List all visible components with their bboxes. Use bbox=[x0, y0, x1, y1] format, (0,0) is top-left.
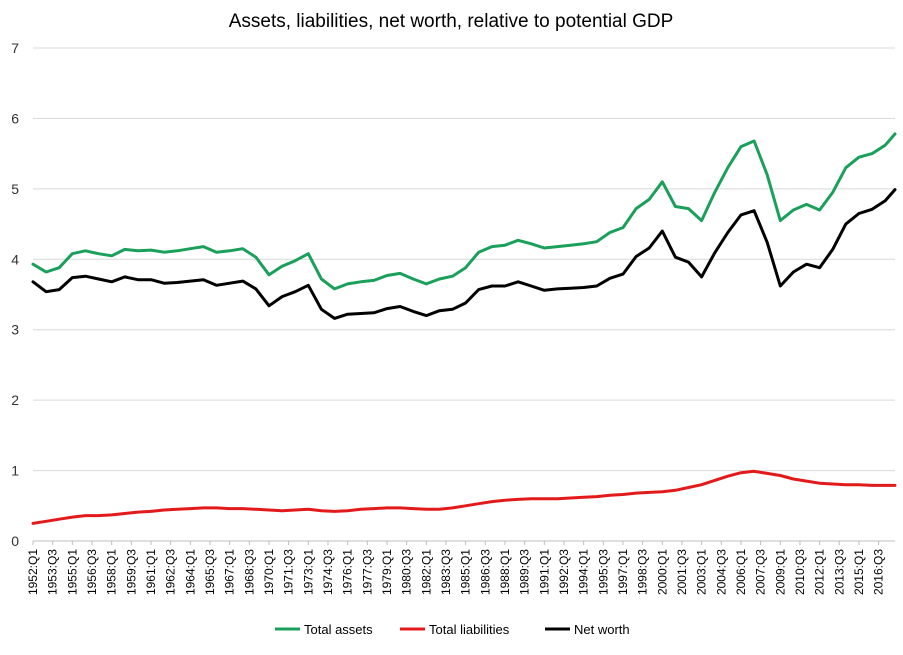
x-tick-label: 2013:Q3 bbox=[832, 549, 846, 595]
x-tick-label: 2012:Q1 bbox=[813, 549, 827, 595]
legend-label: Total liabilities bbox=[429, 622, 510, 637]
y-tick-label: 7 bbox=[11, 40, 19, 56]
x-tick-label: 1994:Q1 bbox=[577, 549, 591, 595]
series-line-total-liabilities bbox=[31, 469, 897, 525]
x-tick-label: 1988:Q1 bbox=[498, 549, 512, 595]
x-tick-label: 1968:Q3 bbox=[242, 549, 256, 595]
x-tick-label: 2009:Q1 bbox=[773, 549, 787, 595]
y-tick-label: 1 bbox=[11, 463, 19, 479]
x-tick-label: 1985:Q1 bbox=[459, 549, 473, 595]
x-tick-label: 1974:Q3 bbox=[321, 549, 335, 595]
x-tick-label: 1955:Q1 bbox=[65, 549, 79, 595]
y-tick-label: 6 bbox=[11, 110, 19, 126]
x-tick-label: 1997:Q1 bbox=[616, 549, 630, 595]
legend: Total assets Total liabilities Net worth bbox=[275, 622, 630, 637]
series-lines bbox=[31, 132, 897, 525]
x-tick-label: 1964:Q1 bbox=[183, 549, 197, 595]
x-tick-label: 1967:Q1 bbox=[223, 549, 237, 595]
y-axis-ticks: 0 1 2 3 4 5 6 7 bbox=[11, 40, 19, 549]
x-tick-label: 1995:Q3 bbox=[596, 549, 610, 595]
x-tick-label: 1991:Q1 bbox=[537, 549, 551, 595]
x-tick-label: 1952:Q1 bbox=[26, 549, 40, 595]
x-tick-label: 1956:Q3 bbox=[85, 549, 99, 595]
series-line-total-assets bbox=[31, 132, 897, 291]
x-tick-label: 2006:Q1 bbox=[734, 549, 748, 595]
legend-label: Net worth bbox=[574, 622, 630, 637]
y-tick-label: 4 bbox=[11, 251, 19, 267]
x-tick-label: 1971:Q3 bbox=[282, 549, 296, 595]
x-tick-label: 1998:Q3 bbox=[636, 549, 650, 595]
x-tick-label: 1959:Q3 bbox=[124, 549, 138, 595]
y-tick-label: 0 bbox=[11, 533, 19, 549]
x-axis-ticks: 1952:Q1 1953:Q3 1955:Q1 1956:Q3 1958:Q1 1959:… bbox=[26, 541, 886, 595]
x-tick-label: 1989:Q3 bbox=[518, 549, 532, 595]
x-tick-label: 1953:Q3 bbox=[46, 549, 60, 595]
x-tick-label: 1983:Q3 bbox=[439, 549, 453, 595]
x-tick-label: 1980:Q3 bbox=[400, 549, 414, 595]
x-tick-label: 2003:Q1 bbox=[695, 549, 709, 595]
x-tick-label: 2004:Q3 bbox=[714, 549, 728, 595]
x-tick-label: 1979:Q1 bbox=[380, 549, 394, 595]
series-line-net-worth bbox=[31, 188, 897, 320]
x-tick-label: 1973:Q1 bbox=[301, 549, 315, 595]
x-tick-label: 2007:Q3 bbox=[754, 549, 768, 595]
gridlines bbox=[33, 47, 895, 542]
x-tick-label: 1976:Q1 bbox=[341, 549, 355, 595]
y-tick-label: 2 bbox=[11, 392, 19, 408]
x-tick-label: 1961:Q1 bbox=[144, 549, 158, 595]
x-tick-label: 1970:Q1 bbox=[262, 549, 276, 595]
legend-label: Total assets bbox=[304, 622, 373, 637]
x-tick-label: 2010:Q3 bbox=[793, 549, 807, 595]
x-tick-label: 2000:Q1 bbox=[655, 549, 669, 595]
x-tick-label: 1992:Q3 bbox=[557, 549, 571, 595]
x-tick-label: 2001:Q3 bbox=[675, 549, 689, 595]
x-tick-label: 1962:Q3 bbox=[164, 549, 178, 595]
x-tick-label: 2016:Q3 bbox=[872, 549, 886, 595]
x-tick-label: 1977:Q3 bbox=[360, 549, 374, 595]
y-tick-label: 3 bbox=[11, 322, 19, 338]
x-tick-label: 1958:Q1 bbox=[105, 549, 119, 595]
x-tick-label: 1965:Q3 bbox=[203, 549, 217, 595]
x-tick-label: 2015:Q1 bbox=[852, 549, 866, 595]
y-tick-label: 5 bbox=[11, 181, 19, 197]
x-tick-label: 1982:Q1 bbox=[419, 549, 433, 595]
chart-title: Assets, liabilities, net worth, relative… bbox=[229, 11, 674, 32]
x-tick-label: 1986:Q3 bbox=[478, 549, 492, 595]
